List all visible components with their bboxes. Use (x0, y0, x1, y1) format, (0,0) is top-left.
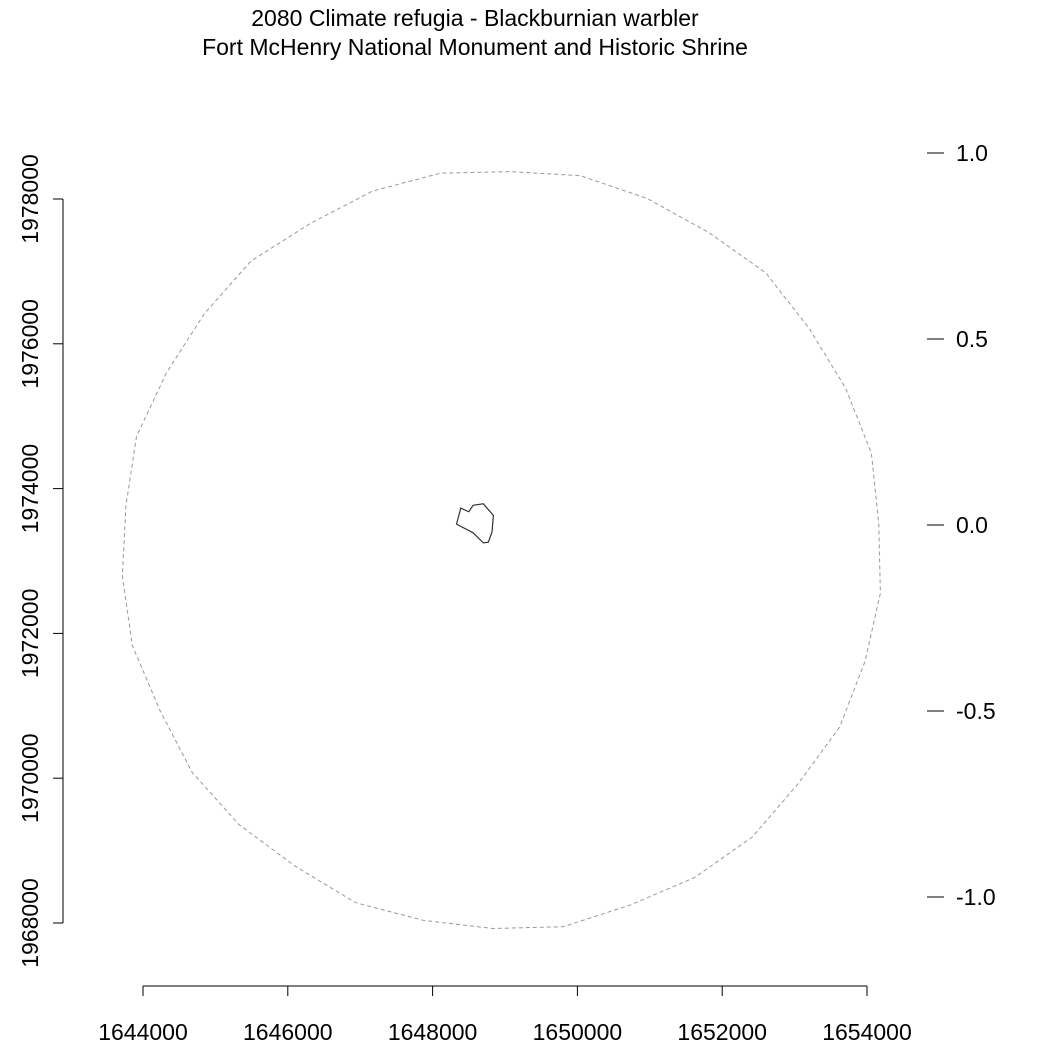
x-tick-label: 1650000 (533, 1019, 623, 1045)
map-title: 2080 Climate refugia - Blackburnian warb… (0, 4, 950, 62)
x-axis: 1644000 1646000 1648000 1650000 1652000 16540… (98, 985, 912, 1045)
y-tick-label: 1978000 (17, 154, 43, 244)
x-tick-label: 1652000 (677, 1019, 767, 1045)
x-tick-label: 1648000 (388, 1019, 478, 1045)
title-line-1: 2080 Climate refugia - Blackburnian warb… (251, 5, 699, 31)
buffer-circle (121, 171, 881, 930)
right-scale-label: -0.5 (956, 698, 996, 724)
x-tick-label: 1644000 (98, 1019, 188, 1045)
map-layer (121, 171, 881, 930)
y-tick-label: 1974000 (17, 444, 43, 534)
right-scale-label: 1.0 (956, 140, 988, 166)
y-axis-right: 1.0 0.5 0.0 -0.5 -1.0 (927, 140, 996, 910)
y-tick-label: 1970000 (17, 733, 43, 823)
y-tick-label: 1972000 (17, 589, 43, 679)
park-boundary (455, 503, 495, 544)
y-axis-left: 1968000 1970000 1972000 1974000 1976000 19780… (17, 154, 64, 968)
right-scale-label: -1.0 (956, 884, 996, 910)
y-tick-label: 1968000 (17, 878, 43, 968)
x-tick-label: 1646000 (243, 1019, 333, 1045)
right-scale-label: 0.0 (956, 512, 988, 538)
y-tick-label: 1976000 (17, 299, 43, 389)
right-scale-label: 0.5 (956, 326, 988, 352)
x-tick-label: 1654000 (822, 1019, 912, 1045)
title-line-2: Fort McHenry National Monument and Histo… (202, 34, 748, 60)
